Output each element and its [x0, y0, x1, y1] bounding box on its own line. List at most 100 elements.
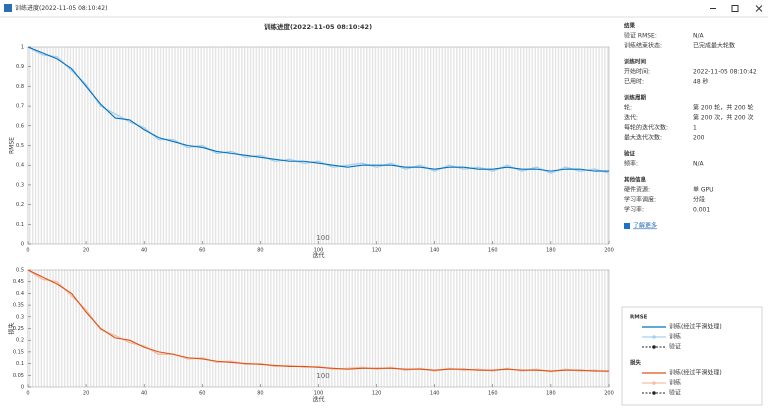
x-tick-label: 0: [26, 248, 29, 254]
x-tick-label: 80: [257, 391, 263, 397]
y-tick-label: 0.4: [16, 163, 24, 169]
y-tick-label: 0.3: [16, 314, 24, 320]
y-tick-label: 0.4: [16, 291, 24, 297]
legend-label: 验证: [669, 343, 681, 351]
legend-label: 训练(经过平滑处理): [669, 323, 722, 331]
legend-title: 损失: [630, 359, 642, 367]
x-axis-label: 迭代: [312, 252, 324, 260]
y-tick-label: 1: [21, 45, 24, 51]
y-tick-label: 0.35: [13, 303, 24, 309]
info-label: 每轮的迭代次数:: [624, 124, 668, 132]
y-tick-label: 0.1: [16, 222, 24, 228]
info-value: 单 GPU: [693, 186, 714, 194]
x-tick-label: 60: [199, 248, 205, 254]
info-value: N/A: [693, 161, 705, 168]
axes-bg: [27, 46, 610, 245]
x-tick-label: 120: [372, 248, 382, 254]
x-tick-label: 60: [199, 391, 205, 397]
info-value: 48 秒: [693, 78, 709, 86]
x-tick-label: 0: [26, 391, 29, 397]
series-line: [27, 46, 609, 172]
info-value: N/A: [693, 33, 705, 40]
series-line: [27, 269, 609, 372]
legend-label: 验证: [669, 389, 681, 397]
info-value: 0.001: [693, 207, 710, 214]
y-tick-label: 0.9: [16, 64, 24, 70]
info-label: 迭代:: [624, 114, 638, 122]
info-value: 1: [693, 125, 697, 132]
axes-bg: [27, 269, 610, 388]
info-value: 第 200 轮，共 200 轮: [693, 104, 754, 112]
info-value: 第 200 次，共 200 次: [693, 114, 754, 122]
legend-marker: [652, 381, 656, 385]
info-label: 验证 RMSE:: [624, 32, 657, 40]
y-tick-label: 0.5: [16, 143, 24, 149]
info-value: 200: [693, 135, 705, 142]
y-tick-label: 0.45: [13, 279, 24, 285]
y-tick-label: 0.15: [13, 349, 24, 355]
legend-box: [621, 306, 763, 406]
y-axis-label: RMSE: [9, 137, 16, 154]
x-tick-label: 200: [604, 248, 614, 254]
info-label: 学习率:: [624, 206, 644, 214]
section-title: 训练周期: [624, 94, 647, 102]
x-tick-label: 140: [430, 391, 440, 397]
info-label: 频率:: [624, 160, 638, 168]
info-label: 最大迭代次数:: [624, 134, 662, 142]
learn-more-link[interactable]: 了解更多: [633, 222, 657, 230]
y-tick-label: 0: [21, 242, 24, 248]
legend-marker: [652, 345, 656, 349]
figure-title: 训练进度(2022-11-05 08:10:42): [264, 22, 372, 31]
legend-label: 训练: [669, 333, 681, 341]
info-label: 轮:: [624, 104, 632, 112]
y-tick-label: 0.8: [16, 84, 24, 90]
x-tick-label: 40: [141, 248, 147, 254]
info-label: 训练结束状态:: [624, 42, 662, 50]
info-label: 已用时:: [624, 78, 644, 86]
info-icon: [624, 223, 630, 229]
annotation: 100: [316, 372, 329, 380]
info-label: 学习率调度:: [624, 196, 656, 204]
info-value: 分段: [693, 196, 705, 204]
annotation: 100: [316, 234, 329, 242]
y-axis-label: 损失: [8, 322, 16, 334]
y-tick-label: 0.25: [13, 326, 24, 332]
section-title: 验证: [624, 150, 636, 158]
x-tick-label: 40: [141, 391, 147, 397]
y-tick-label: 0.5: [16, 268, 24, 274]
y-tick-label: 0.1: [16, 361, 24, 367]
info-value: 2022-11-05 08:10:42: [693, 69, 757, 76]
title-bar: [0, 0, 768, 17]
legend-label: 训练: [669, 379, 681, 387]
close[interactable]: [755, 5, 763, 12]
y-tick-label: 0.2: [16, 202, 24, 208]
x-axis-label: 迭代: [312, 396, 324, 404]
x-tick-label: 120: [372, 391, 382, 397]
section-title: 其他信息: [624, 176, 647, 184]
legend-title: RMSE: [630, 315, 648, 321]
x-tick-label: 160: [488, 248, 498, 254]
legend-label: 训练(经过平滑处理): [669, 369, 722, 377]
x-tick-label: 180: [546, 391, 556, 397]
x-tick-label: 100: [314, 391, 324, 397]
y-tick-label: 0.3: [16, 182, 24, 188]
y-tick-label: 0.7: [16, 104, 24, 110]
x-tick-label: 100: [314, 248, 324, 254]
x-tick-label: 140: [430, 248, 440, 254]
info-label: 开始时间:: [624, 68, 650, 76]
x-tick-label: 180: [546, 248, 556, 254]
x-tick-label: 20: [83, 391, 89, 397]
app-icon: [4, 4, 12, 12]
legend-marker: [652, 335, 656, 339]
x-tick-label: 20: [83, 248, 89, 254]
window-title: 训练进度(2022-11-05 08:10:42): [15, 4, 107, 12]
section-title: 结果: [624, 22, 636, 30]
y-tick-label: 0: [21, 385, 24, 391]
legend-marker: [652, 391, 656, 395]
info-value: 已完成最大轮数: [693, 42, 735, 50]
x-tick-label: 200: [604, 391, 614, 397]
y-tick-label: 0.6: [16, 123, 24, 129]
maximize[interactable]: [731, 5, 739, 12]
